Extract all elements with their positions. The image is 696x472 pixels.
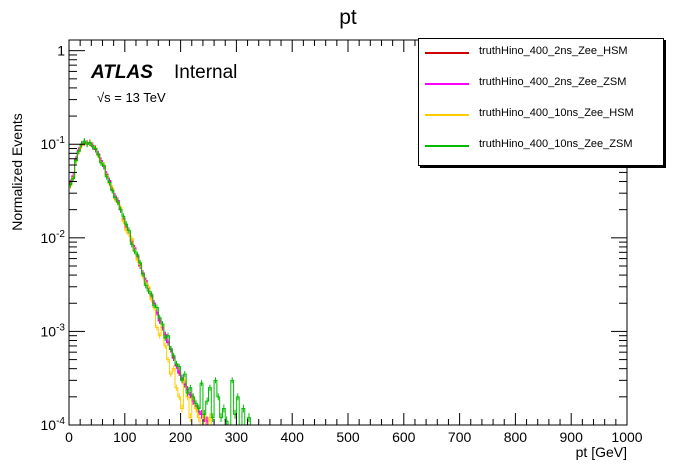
x-tick-label: 800 — [504, 429, 528, 445]
legend-swatch — [425, 114, 469, 116]
y-axis-label: Normalized Events — [9, 113, 25, 231]
legend-label: truthHino_400_10ns_Zee_ZSM — [479, 138, 633, 150]
legend-swatch — [425, 52, 469, 54]
series-line — [69, 142, 265, 426]
x-axis-label: pt [GeV] — [576, 444, 627, 460]
x-tick-label: 400 — [281, 429, 305, 445]
legend-label: truthHino_400_10ns_Zee_HSM — [479, 107, 634, 119]
legend-entry: truthHino_400_2ns_Zee_ZSM — [419, 74, 663, 94]
y-tick-label: 10-3 — [41, 322, 66, 339]
series-group — [69, 138, 265, 426]
x-tick-label: 700 — [448, 429, 472, 445]
legend-swatch — [425, 145, 469, 147]
x-tick-label: 100 — [113, 429, 137, 445]
series-group — [69, 138, 265, 426]
x-tick-label: 300 — [225, 429, 249, 445]
series-line — [69, 141, 265, 426]
x-tick-label: 500 — [336, 429, 360, 445]
y-tick-label: 10-1 — [41, 135, 66, 152]
energy-label: √s = 13 TeV — [97, 90, 166, 105]
legend-label: truthHino_400_2ns_Zee_ZSM — [479, 76, 627, 88]
atlas-label: ATLAS — [91, 62, 153, 83]
series-group — [69, 139, 265, 426]
legend-label: truthHino_400_2ns_Zee_HSM — [479, 45, 628, 57]
chart-title: pt — [339, 6, 357, 29]
legend-entry: truthHino_400_2ns_Zee_HSM — [419, 43, 663, 63]
y-tick-label: 10-4 — [41, 416, 66, 433]
x-tick-label: 200 — [169, 429, 193, 445]
internal-label: Internal — [174, 62, 238, 83]
y-tick-label: 10-2 — [41, 229, 66, 246]
legend-entry: truthHino_400_10ns_Zee_ZSM — [419, 136, 663, 156]
y-tick-label: 1 — [57, 43, 65, 59]
x-tick-label: 0 — [65, 429, 73, 445]
series-line — [69, 140, 265, 426]
legend: truthHino_400_2ns_Zee_HSM truthHino_400_… — [418, 38, 664, 166]
x-tick-label: 1000 — [611, 429, 642, 445]
series-group — [69, 139, 265, 426]
series-line — [69, 141, 265, 426]
legend-entry: truthHino_400_10ns_Zee_HSM — [419, 105, 663, 125]
histogram-layer — [69, 138, 265, 426]
x-tick-label: 600 — [392, 429, 416, 445]
x-tick-label: 900 — [560, 429, 584, 445]
legend-swatch — [425, 83, 469, 85]
